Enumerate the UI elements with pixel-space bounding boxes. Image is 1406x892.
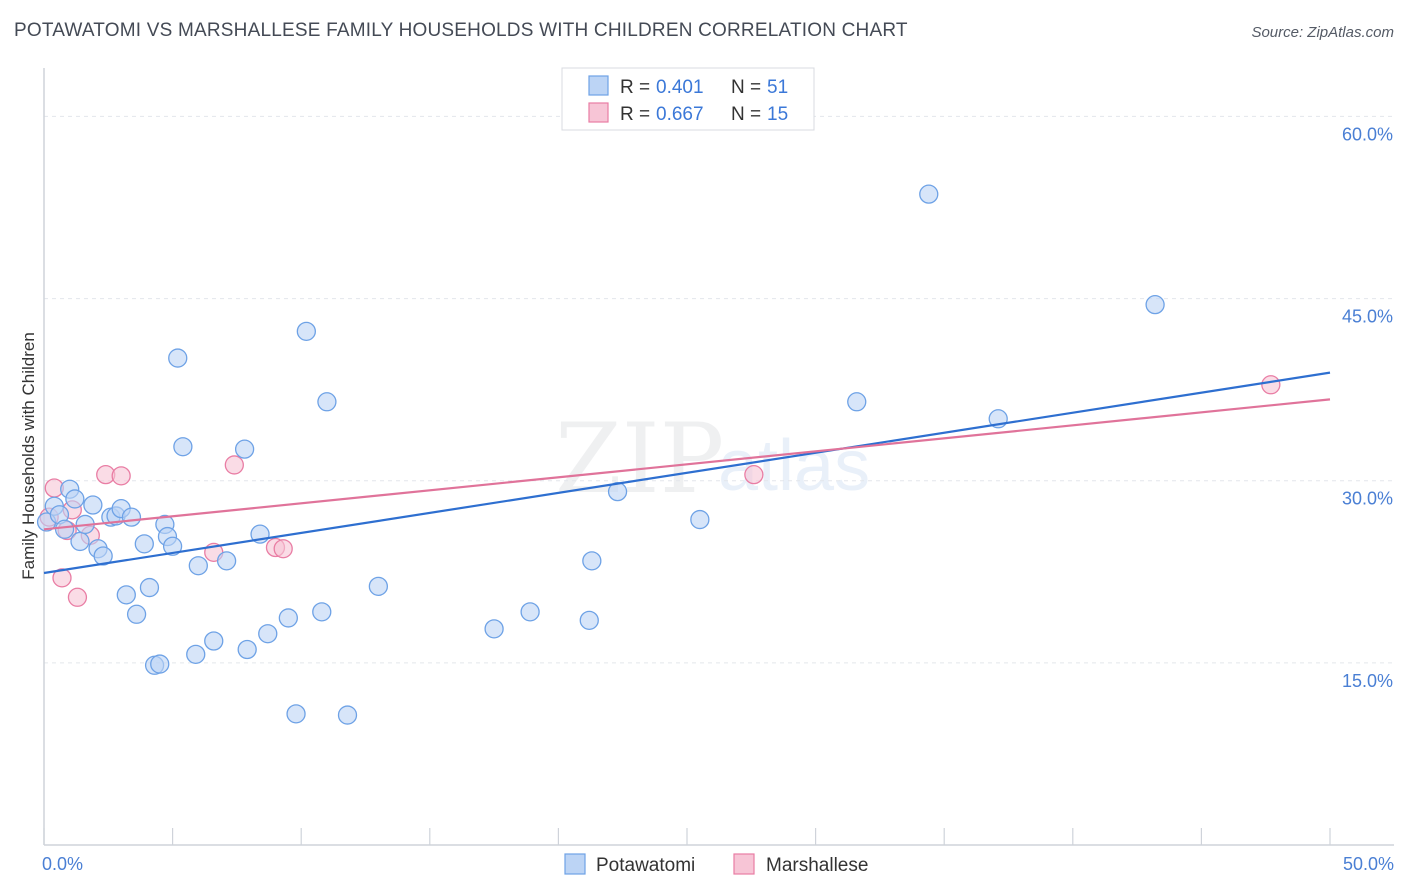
potawatomi-trend-line bbox=[43, 371, 1331, 575]
potawatomi-point-37 bbox=[312, 602, 332, 622]
potawatomi-point-16 bbox=[126, 604, 147, 624]
y-tick-label-30: 30.0% bbox=[1342, 489, 1393, 509]
potawatomi-point-43 bbox=[582, 551, 602, 571]
potawatomi-point-17 bbox=[134, 534, 154, 554]
legend-swatch-marshallese bbox=[588, 102, 609, 123]
marshallese-point-5 bbox=[67, 587, 88, 607]
marshallese-point-14 bbox=[1261, 375, 1281, 395]
y-axis-label: Family Households with Children bbox=[19, 332, 38, 580]
potawatomi-point-42 bbox=[520, 602, 540, 622]
potawatomi-point-48 bbox=[919, 184, 939, 204]
legend-swatch-potawatomi bbox=[588, 75, 609, 96]
potawatomi-point-20 bbox=[150, 654, 170, 674]
legend-r-label-2: R = bbox=[620, 104, 650, 125]
y-tick-label-15: 15.0% bbox=[1342, 671, 1393, 691]
y-tick-label-60: 60.0% bbox=[1342, 124, 1393, 144]
potawatomi-point-44 bbox=[579, 610, 599, 631]
marshallese-point-10 bbox=[224, 455, 244, 475]
series-potawatomi bbox=[36, 184, 1165, 725]
legend: R = 0.401 N = 51 R = 0.667 N = 15 bbox=[561, 67, 815, 131]
potawatomi-point-29 bbox=[216, 551, 237, 571]
legend-r-value-1: 0.401 bbox=[656, 77, 704, 98]
potawatomi-point-3 bbox=[54, 519, 75, 539]
potawatomi-point-24 bbox=[168, 348, 188, 368]
marshallese-trend-line bbox=[43, 398, 1331, 531]
potawatomi-point-14 bbox=[116, 585, 136, 605]
potawatomi-point-30 bbox=[234, 439, 255, 459]
potawatomi-point-33 bbox=[258, 624, 278, 644]
potawatomi-point-38 bbox=[317, 392, 337, 412]
watermark-zip: ZIP bbox=[555, 403, 724, 515]
marshallese-point-8 bbox=[111, 466, 131, 486]
potawatomi-point-27 bbox=[188, 556, 208, 576]
potawatomi-point-18 bbox=[139, 577, 160, 598]
potawatomi-point-41 bbox=[484, 619, 504, 639]
potawatomi-point-25 bbox=[173, 437, 193, 457]
potawatomi-point-15 bbox=[121, 507, 142, 527]
gridlines bbox=[44, 115, 1394, 664]
potawatomi-point-23 bbox=[162, 536, 183, 556]
x-ticks bbox=[43, 828, 1331, 845]
legend-n-value-2: 15 bbox=[767, 104, 788, 125]
marshallese-point-2 bbox=[52, 568, 72, 588]
y-tick-labels: 15.0% 30.0% 45.0% 60.0% bbox=[1342, 124, 1393, 690]
bottom-legend-swatch-marshallese bbox=[733, 853, 755, 875]
potawatomi-point-6 bbox=[70, 531, 90, 552]
potawatomi-point-10 bbox=[93, 546, 113, 566]
chart-source: Source: ZipAtlas.com bbox=[1251, 24, 1394, 41]
y-tick-label-45: 45.0% bbox=[1342, 307, 1393, 327]
potawatomi-point-50 bbox=[1145, 294, 1165, 315]
potawatomi-point-5 bbox=[65, 489, 85, 509]
x-tick-label-min: 0.0% bbox=[42, 854, 83, 874]
potawatomi-point-47 bbox=[847, 392, 867, 412]
potawatomi-point-35 bbox=[286, 704, 306, 724]
potawatomi-point-39 bbox=[337, 705, 358, 725]
legend-n-value-1: 51 bbox=[767, 77, 788, 98]
watermark-atlas: atlas bbox=[718, 426, 870, 506]
trend-lines bbox=[43, 371, 1331, 575]
chart-title: POTAWATOMI VS MARSHALLESE FAMILY HOUSEHO… bbox=[14, 20, 908, 41]
potawatomi-point-26 bbox=[186, 644, 206, 665]
potawatomi-point-28 bbox=[204, 631, 224, 651]
potawatomi-point-34 bbox=[278, 608, 298, 628]
bottom-legend-label-potawatomi: Potawatomi bbox=[596, 855, 695, 876]
marshallese-point-12 bbox=[273, 539, 293, 559]
legend-r-label-1: R = bbox=[620, 77, 650, 98]
potawatomi-point-46 bbox=[690, 509, 710, 530]
potawatomi-point-31 bbox=[237, 639, 257, 660]
watermark: ZIP atlas bbox=[555, 403, 870, 515]
bottom-legend-swatch-potawatomi bbox=[564, 853, 586, 875]
legend-n-label-2: N = bbox=[731, 104, 761, 125]
x-tick-label-max: 50.0% bbox=[1343, 854, 1394, 874]
legend-r-value-2: 0.667 bbox=[656, 104, 704, 125]
bottom-legend: Potawatomi Marshallese bbox=[564, 853, 868, 876]
potawatomi-point-8 bbox=[83, 495, 103, 515]
legend-n-label-1: N = bbox=[731, 77, 761, 98]
bottom-legend-label-marshallese: Marshallese bbox=[766, 855, 868, 876]
marshallese-point-13 bbox=[744, 464, 764, 485]
potawatomi-point-36 bbox=[296, 321, 316, 342]
potawatomi-point-40 bbox=[368, 576, 389, 597]
